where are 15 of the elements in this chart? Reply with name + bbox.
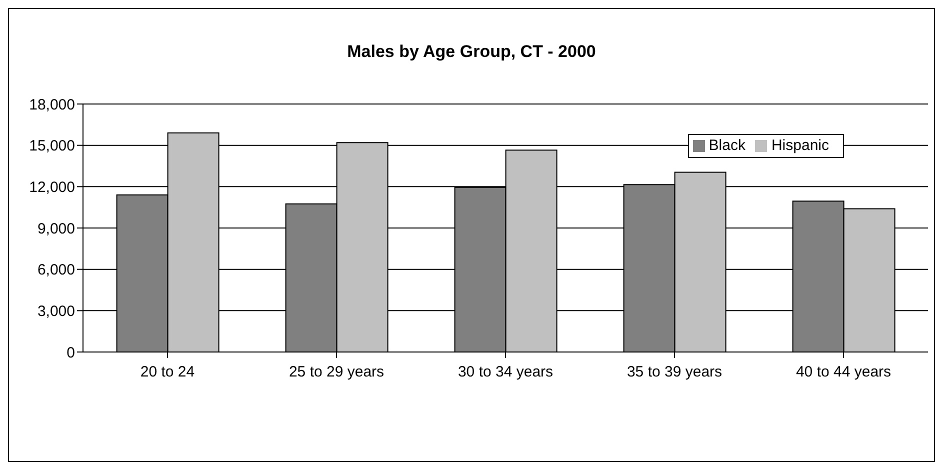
legend-label: Hispanic [771, 137, 829, 154]
x-tick-label: 35 to 39 years [626, 364, 722, 381]
y-tick-label: 6,000 [37, 262, 75, 279]
x-tick-label: 40 to 44 years [796, 364, 892, 381]
chart-title: Males by Age Group, CT - 2000 [346, 42, 597, 62]
legend-label: Black [708, 137, 746, 154]
x-tick-label: 25 to 29 years [288, 364, 384, 381]
x-tick-label: 20 to 24 [140, 364, 195, 381]
x-tick-label: 30 to 34 years [458, 364, 554, 381]
y-tick-label: 9,000 [37, 220, 75, 238]
y-tick-label: 18,000 [29, 96, 75, 114]
y-tick-label: 15,000 [29, 138, 75, 155]
y-tick-label: 12,000 [29, 178, 75, 196]
y-tick-label: 0 [66, 344, 75, 362]
y-tick-label: 3,000 [37, 302, 75, 320]
